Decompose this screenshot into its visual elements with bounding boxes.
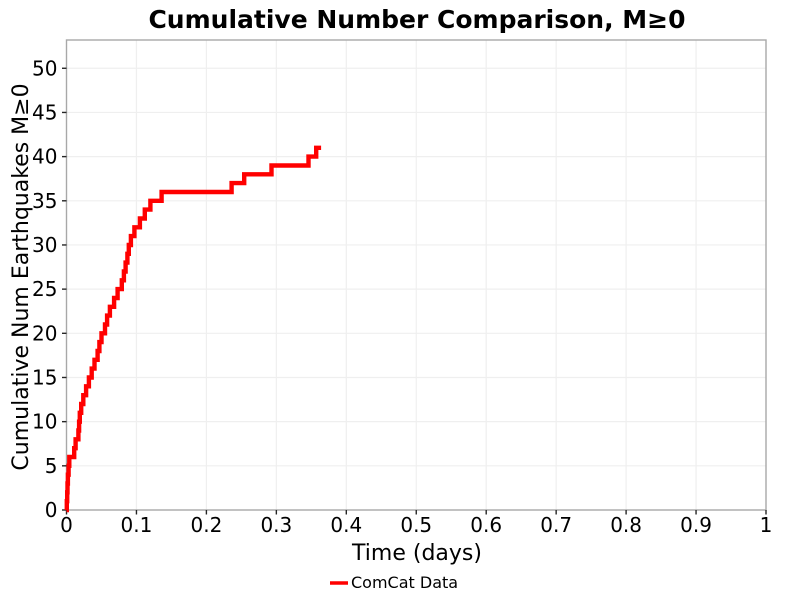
y-tick-label: 0: [45, 498, 58, 522]
gridlines: [66, 40, 766, 510]
y-tick-label: 30: [32, 233, 57, 257]
x-tick-label: 0.2: [190, 513, 222, 537]
y-tick-label: 50: [32, 56, 57, 80]
y-tick-label: 25: [32, 277, 57, 301]
x-tick-label: 0.3: [260, 513, 292, 537]
y-tick-label: 35: [32, 189, 57, 213]
x-axis-ticks: 0 0.1 0.2 0.3 0.4 0.5 0.6 0.7 0.8 0.9 1: [60, 510, 772, 537]
y-tick-label: 5: [45, 454, 58, 478]
y-axis-ticks: 0 5 10 15 20 25 30 35 40 45 50: [32, 56, 67, 522]
y-axis-label: Cumulative Num Earthquakes M≥0: [9, 83, 34, 470]
chart-title: Cumulative Number Comparison, M≥0: [148, 5, 685, 34]
y-tick-label: 20: [32, 321, 57, 345]
y-tick-label: 45: [32, 100, 57, 124]
x-tick-label: 0: [60, 513, 73, 537]
x-tick-label: 0.8: [610, 513, 642, 537]
x-tick-label: 0.6: [470, 513, 502, 537]
legend: ComCat Data: [330, 573, 458, 592]
series-group: [64, 145, 322, 513]
legend-label: ComCat Data: [351, 573, 458, 592]
x-tick-label: 0.9: [680, 513, 712, 537]
y-tick-label: 40: [32, 145, 57, 169]
y-tick-label: 10: [32, 410, 57, 434]
x-tick-label: 0.7: [540, 513, 572, 537]
x-tick-label: 0.4: [330, 513, 362, 537]
x-tick-label: 0.1: [121, 513, 153, 537]
x-axis-label: Time (days): [351, 541, 482, 566]
x-tick-label: 1: [760, 513, 773, 537]
x-tick-label: 0.5: [400, 513, 432, 537]
comcat-data-step-line: [64, 145, 322, 513]
y-tick-label: 15: [32, 365, 57, 389]
